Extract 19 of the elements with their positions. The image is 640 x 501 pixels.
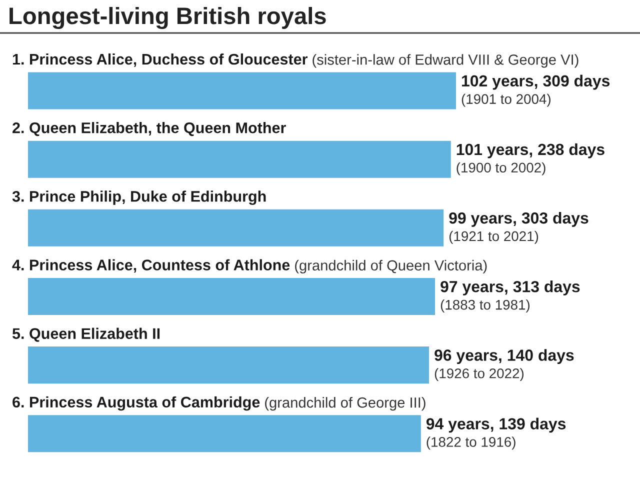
y-tick-label: 2. Queen Elizabeth, the Queen Mother bbox=[12, 122, 286, 136]
bar bbox=[28, 415, 421, 452]
bar bbox=[28, 140, 451, 178]
bar bbox=[28, 72, 456, 110]
annotation: 101 years, 238 days (1900 to 2002) bbox=[456, 143, 604, 176]
annotation: 96 years, 140 days (1926 to 2022) bbox=[434, 349, 574, 382]
annotation: 99 years, 303 days (1921 to 2021) bbox=[449, 212, 588, 244]
annotation: 97 years, 313 days (1883 to 1981) bbox=[440, 280, 580, 312]
y-tick-label: 1. Princess Alice, Duchess of Gloucester (sister-in-law of Edward VIII & George VI) bbox=[12, 53, 578, 68]
y-tick-label: 3. Prince Philip, Duke of Edinburgh bbox=[12, 190, 266, 205]
y-tick-label: 6. Princess Augusta of Cambridge (grandchild of George III) bbox=[12, 396, 426, 411]
y-tick-label: 5. Queen Elizabeth II bbox=[12, 328, 160, 342]
annotation: 94 years, 139 days (1822 to 1916) bbox=[426, 418, 566, 450]
annotation: 102 years, 309 days (1901 to 2004) bbox=[462, 74, 610, 107]
bar bbox=[28, 209, 444, 246]
bar bbox=[28, 346, 430, 384]
y-tick-label: 4. Princess Alice, Countess of Athlone (grandchild of Queen Victoria) bbox=[12, 259, 487, 274]
bar bbox=[28, 278, 436, 316]
chart-title: Longest-living British royals bbox=[10, 6, 326, 30]
